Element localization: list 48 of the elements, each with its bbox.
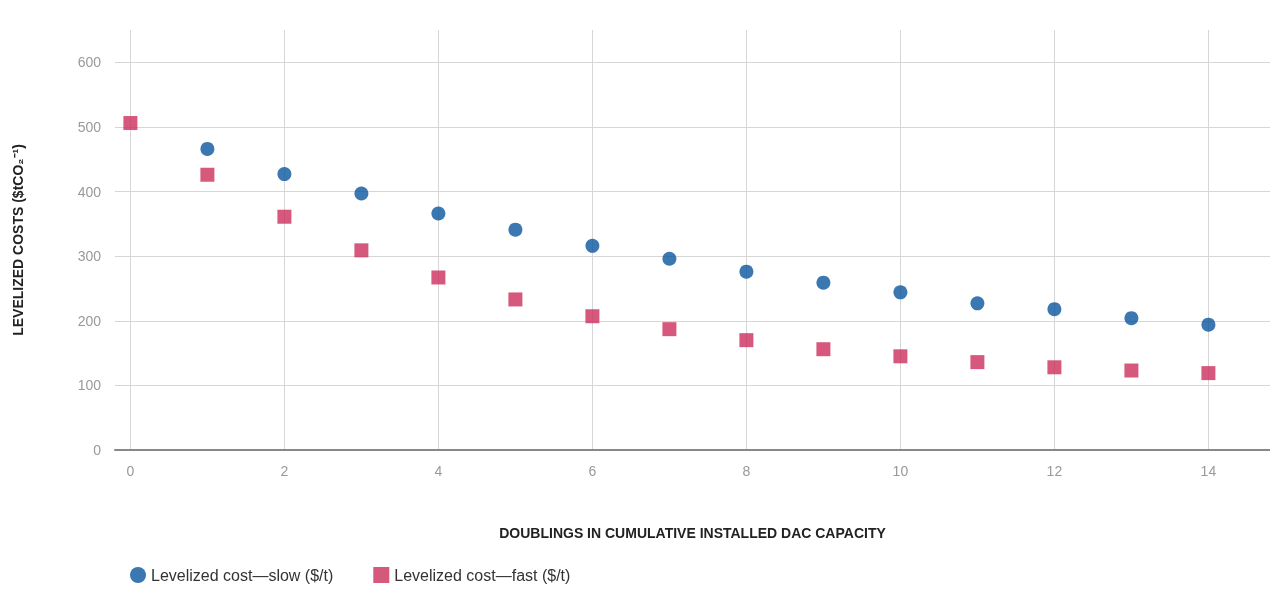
point <box>1124 311 1139 326</box>
x-tick-label: 2 <box>280 463 289 479</box>
x-tick-label: 14 <box>1200 463 1217 479</box>
point <box>970 296 985 311</box>
x-axis-title: DOUBLINGS IN CUMULATIVE INSTALLED DAC CAPACITY <box>499 525 887 541</box>
point <box>893 349 908 364</box>
point <box>739 333 754 348</box>
x-tick-label: 6 <box>588 463 597 479</box>
y-tick-label: 200 <box>77 312 102 329</box>
point <box>1201 366 1216 381</box>
x-tick-label: 4 <box>434 463 443 479</box>
point <box>816 275 831 290</box>
point <box>200 141 215 156</box>
point <box>508 222 523 237</box>
point <box>893 285 908 300</box>
point <box>277 167 292 182</box>
legend-label: Levelized cost—slow ($/t) <box>151 566 334 584</box>
point <box>816 342 831 357</box>
point <box>1047 360 1062 375</box>
y-tick-label: 100 <box>77 377 102 394</box>
point <box>354 186 369 201</box>
point <box>431 206 446 221</box>
legend-label: Levelized cost—fast ($/t) <box>394 566 571 584</box>
y-tick-label: 500 <box>77 118 102 135</box>
point <box>1201 317 1216 332</box>
point <box>970 355 985 370</box>
point <box>585 309 600 324</box>
y-axis-title: LEVELIZED COSTS ($tCO₂⁻¹) <box>10 144 26 336</box>
x-tick-label: 10 <box>892 463 909 479</box>
point <box>277 209 292 224</box>
point <box>585 238 600 253</box>
point <box>200 167 215 182</box>
y-tick-label: 300 <box>77 248 102 265</box>
point <box>1124 363 1139 378</box>
point <box>739 264 754 279</box>
y-tick-label: 400 <box>77 183 102 200</box>
point <box>508 292 523 307</box>
point <box>1047 302 1062 317</box>
point <box>431 270 446 285</box>
point <box>354 243 369 258</box>
y-tick-label: 600 <box>77 54 102 71</box>
x-tick-label: 12 <box>1046 463 1063 479</box>
x-tick-label: 0 <box>126 463 135 479</box>
point <box>662 322 677 337</box>
point <box>123 116 138 131</box>
y-tick-label: 0 <box>93 442 102 458</box>
x-tick-label: 8 <box>742 463 751 479</box>
point <box>662 251 677 266</box>
